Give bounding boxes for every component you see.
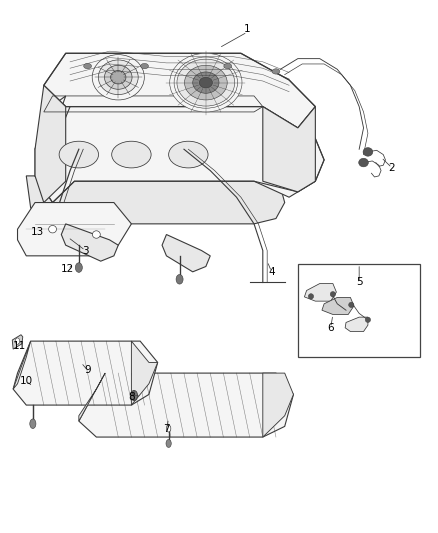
Text: 8: 8 [128,392,135,402]
Ellipse shape [359,158,368,167]
Ellipse shape [184,66,227,100]
Text: 1: 1 [244,25,251,34]
Ellipse shape [105,66,132,90]
Polygon shape [12,335,23,349]
Ellipse shape [141,63,148,69]
Bar [298,264,420,357]
Polygon shape [263,107,315,192]
Ellipse shape [75,263,82,272]
Ellipse shape [199,77,212,88]
Polygon shape [162,235,210,272]
Ellipse shape [92,231,100,238]
Ellipse shape [272,69,280,74]
Ellipse shape [98,60,138,95]
Ellipse shape [308,294,314,299]
Ellipse shape [131,390,138,401]
Text: 5: 5 [356,278,363,287]
Ellipse shape [30,419,36,429]
Ellipse shape [84,63,92,69]
Polygon shape [26,176,285,224]
Polygon shape [304,284,336,301]
Polygon shape [345,317,368,332]
Polygon shape [35,85,66,203]
Ellipse shape [59,141,99,168]
Polygon shape [131,341,158,405]
Text: 12: 12 [61,264,74,274]
Polygon shape [35,96,66,149]
Ellipse shape [224,63,232,69]
Text: 4: 4 [268,267,275,277]
Polygon shape [13,341,158,405]
Polygon shape [35,96,324,203]
Ellipse shape [176,274,183,284]
Ellipse shape [112,141,151,168]
Text: 3: 3 [82,246,89,255]
Ellipse shape [170,53,242,112]
Polygon shape [263,373,293,437]
Text: 2: 2 [389,163,396,173]
Polygon shape [322,297,354,314]
Polygon shape [44,53,315,128]
Ellipse shape [92,55,144,100]
Text: 10: 10 [20,376,33,386]
Text: 6: 6 [327,323,334,333]
Ellipse shape [193,72,219,93]
Polygon shape [61,224,118,261]
Ellipse shape [169,141,208,168]
Ellipse shape [363,148,373,156]
Ellipse shape [166,425,171,432]
Polygon shape [13,341,31,389]
Polygon shape [18,203,131,256]
Text: 13: 13 [31,227,44,237]
Text: 9: 9 [84,366,91,375]
Ellipse shape [49,225,57,233]
Ellipse shape [166,439,171,448]
Text: 11: 11 [13,342,26,351]
Polygon shape [79,373,105,421]
Text: 7: 7 [163,424,170,434]
Ellipse shape [15,338,20,344]
Ellipse shape [330,292,336,297]
Polygon shape [79,373,293,437]
Ellipse shape [110,70,126,84]
Ellipse shape [365,317,371,322]
Ellipse shape [177,59,235,106]
Ellipse shape [349,302,354,308]
